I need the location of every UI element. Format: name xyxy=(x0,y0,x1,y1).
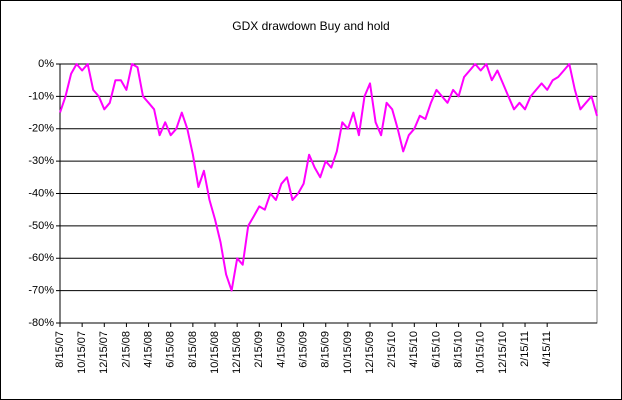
x-tick-label: 8/15/07 xyxy=(54,331,66,368)
x-tick-label: 12/15/08 xyxy=(231,331,243,374)
x-tick-label: 2/15/10 xyxy=(386,331,398,368)
x-tick-label: 12/15/07 xyxy=(98,331,110,374)
x-tick-label: 2/15/08 xyxy=(120,331,132,368)
x-tick-label: 2/15/09 xyxy=(253,331,265,368)
y-tick-label: -20% xyxy=(28,123,54,135)
x-tick-label: 6/15/10 xyxy=(430,331,442,368)
y-tick-label: -10% xyxy=(28,90,54,102)
line-series xyxy=(59,63,598,292)
y-tick-label: -50% xyxy=(28,220,54,232)
x-tick-label: 4/15/08 xyxy=(142,331,154,368)
x-tick-label: 8/15/08 xyxy=(187,331,199,368)
x-tick-label: 2/15/11 xyxy=(519,331,531,367)
x-tick-label: 10/15/07 xyxy=(76,331,88,374)
x-tick-label: 6/15/09 xyxy=(297,331,309,368)
y-tick-label: 0% xyxy=(38,58,54,70)
y-tick-label: -30% xyxy=(28,155,54,167)
y-tick-label: -40% xyxy=(28,187,54,199)
x-tick-label: 8/15/09 xyxy=(320,331,332,368)
x-tick-label: 4/15/11 xyxy=(541,331,553,367)
x-tick-label: 10/15/09 xyxy=(342,331,354,374)
y-tick-label: -70% xyxy=(28,285,54,297)
y-tick-label: -80% xyxy=(28,317,54,329)
chart-title: GDX drawdown Buy and hold xyxy=(232,19,389,33)
x-tick-label: 10/15/10 xyxy=(475,331,487,374)
x-tick-label: 4/15/09 xyxy=(275,331,287,368)
x-tick-label: 8/15/10 xyxy=(453,331,465,368)
x-tick-label: 12/15/10 xyxy=(497,331,509,374)
x-tick-label: 4/15/10 xyxy=(408,331,420,368)
x-tick-label: 10/15/08 xyxy=(209,331,221,374)
x-tick-label: 6/15/08 xyxy=(165,331,177,368)
x-tick-label: 12/15/09 xyxy=(364,331,376,374)
y-tick-label: -60% xyxy=(28,252,54,264)
